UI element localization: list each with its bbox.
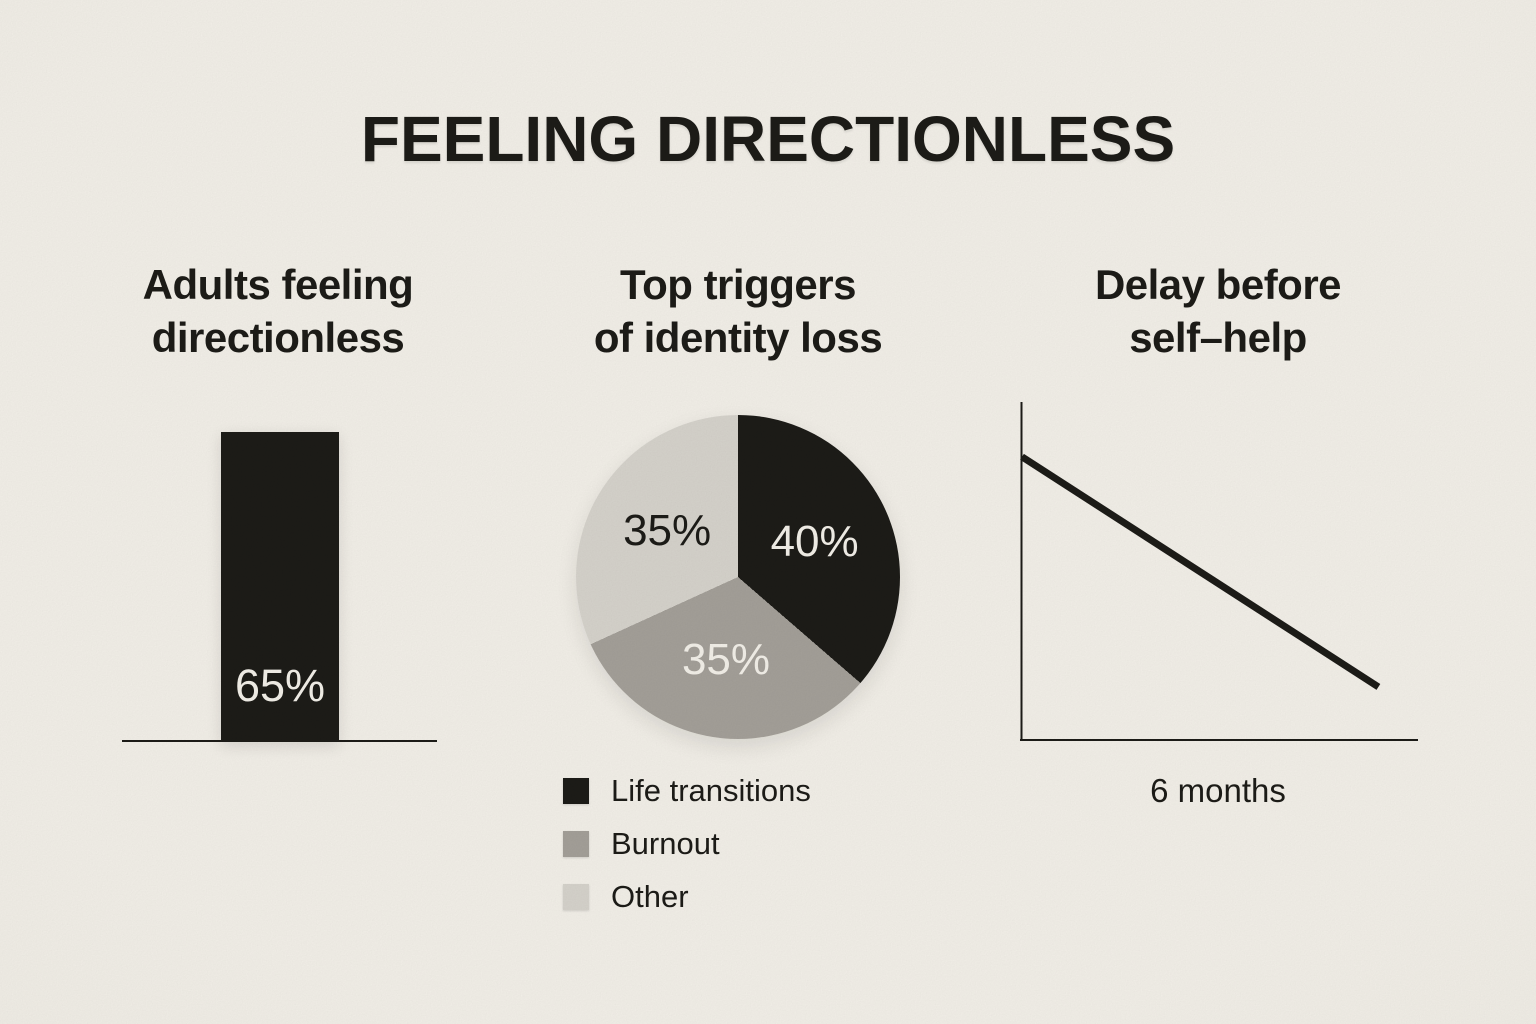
line-chart-title: Delay before self–help: [998, 258, 1438, 364]
x-axis-label: 6 months: [1150, 772, 1286, 809]
pie-slice-label: 35%: [623, 506, 712, 556]
pie-chart-panel: Top triggers of identity loss: [518, 258, 958, 364]
legend-item-other: Other: [563, 870, 811, 923]
line-chart-panel: Delay before self–help: [998, 258, 1438, 364]
legend-swatch: [563, 830, 589, 857]
pie-chart-title-line1: Top triggers: [620, 261, 856, 308]
pie: 40% 35% 35%: [576, 415, 900, 739]
bar: 65%: [221, 431, 339, 742]
legend-label: Life transitions: [611, 772, 811, 808]
bar-plot-area: 65%: [221, 265, 339, 742]
legend-item-life-transitions: Life transitions: [563, 764, 811, 817]
trend-line: [1020, 453, 1381, 690]
legend-swatch: [563, 777, 589, 804]
line-chart-title-line1: Delay before: [1094, 261, 1342, 308]
pie-slice-label: 40%: [770, 517, 859, 566]
page-title: FEELING DIRECTIONLESS: [360, 103, 1176, 175]
bar-chart-baseline: [122, 740, 437, 742]
pie-slice-label: 35%: [681, 635, 771, 685]
bar-value-label: 65%: [234, 660, 326, 711]
legend-label: Burnout: [611, 825, 720, 861]
legend-label: Other: [611, 878, 689, 914]
line-chart-plot: [1020, 402, 1418, 741]
pie-chart-title-line2: of identity loss: [593, 314, 883, 361]
legend-swatch: [563, 883, 589, 910]
line-chart-title-line2: self–help: [1129, 314, 1307, 361]
legend-item-burnout: Burnout: [563, 817, 811, 870]
pie-chart-title: Top triggers of identity loss: [518, 258, 958, 364]
pie-legend: Life transitions Burnout Other: [563, 764, 811, 923]
